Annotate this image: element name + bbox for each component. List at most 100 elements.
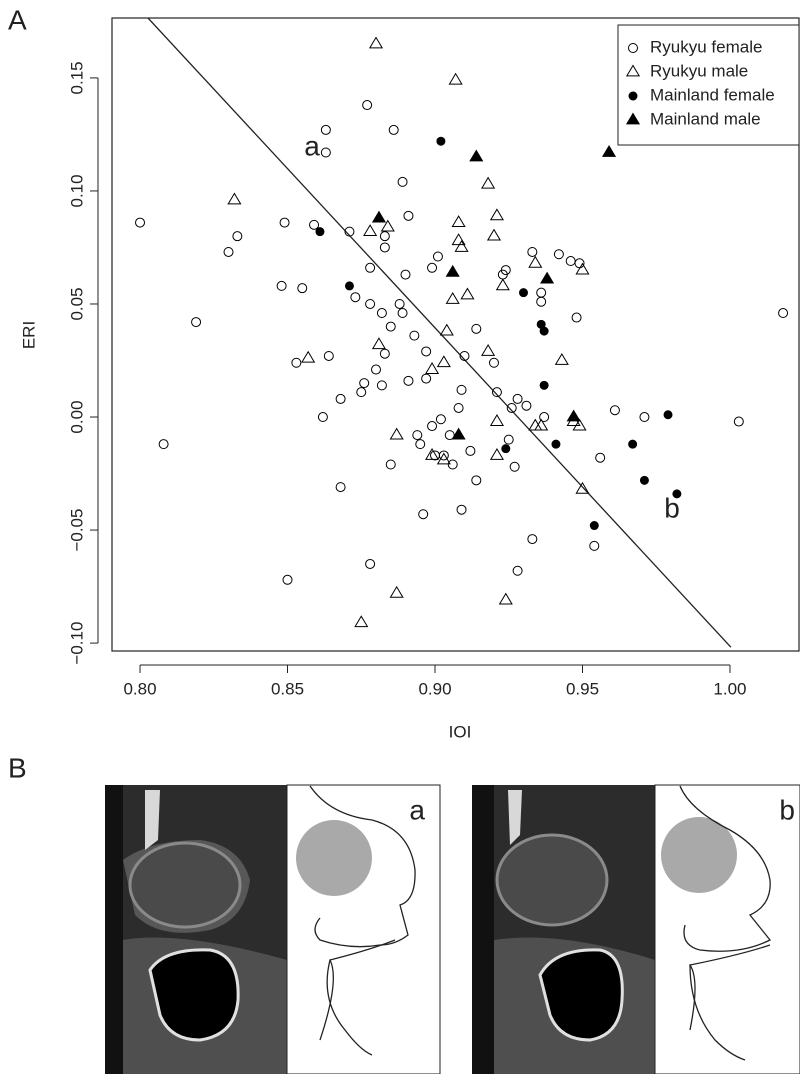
point [389,427,404,440]
point [451,215,466,227]
point [365,558,376,569]
point [481,343,496,356]
point [379,242,390,253]
plot-area [135,18,789,648]
point [371,210,387,223]
legend-marker [625,64,641,77]
point [436,452,451,465]
point [227,192,242,205]
legend-box [617,24,800,146]
point [354,615,369,628]
point [323,350,334,361]
legend-label: Mainland male [650,109,761,128]
point [489,414,504,426]
point [394,298,405,309]
point [427,421,438,432]
x-tick-label: 0.80 [123,679,156,698]
x-tick-label: 0.85 [271,679,304,698]
point [376,380,387,391]
point [488,357,499,368]
point [454,239,469,252]
point [282,574,293,585]
point [539,326,549,336]
image-label: b [779,794,795,825]
y-tick-label: 0.10 [67,174,86,207]
point [506,402,517,413]
point [276,280,287,291]
legend-label: Mainland female [650,85,775,104]
divider-line [147,18,732,648]
legend-label: Ryukyu female [650,37,762,56]
point [447,459,458,470]
point [528,418,543,431]
point [309,219,320,230]
point [371,337,387,350]
point [409,330,420,341]
point [301,350,316,363]
point [471,323,482,334]
point [379,231,390,242]
point [639,412,650,423]
point [389,585,404,598]
point [432,251,443,262]
point [418,509,429,520]
point [601,145,617,157]
point [503,434,514,445]
point [438,450,449,461]
point [491,387,502,398]
annotation: a [304,130,320,161]
x-tick-label: 0.95 [566,679,599,698]
point [436,355,451,368]
point [424,447,440,460]
point [350,292,361,303]
point [320,147,331,158]
point [456,384,467,395]
x-axis-title: IOI [449,722,472,741]
ct-panel-b [472,784,800,1074]
point [412,430,423,441]
point [335,482,346,493]
point [385,321,396,332]
point [315,227,325,237]
panel-label: A [8,4,27,35]
legend-marker [628,43,638,53]
point [445,264,460,277]
point [291,357,302,368]
point [421,373,432,384]
point [512,565,523,576]
legend-marker [625,112,641,125]
point [459,350,470,361]
point [500,265,511,276]
point [439,323,454,336]
point [733,416,744,427]
point [451,233,466,246]
point [232,231,243,242]
point [365,262,376,273]
point [469,149,484,162]
y-tick-label: 0.15 [67,61,86,94]
point [415,439,426,450]
point [551,439,561,449]
ct-panel-a [105,784,441,1074]
point [575,481,590,494]
x-tick-label: 1.00 [713,679,746,698]
point [368,36,384,49]
point [554,353,569,365]
point [518,288,528,298]
point [571,312,582,323]
point [448,72,463,85]
panel-label: B [8,752,27,783]
point [528,255,543,268]
point [400,269,411,280]
point [385,459,396,470]
point [365,298,376,309]
point [456,504,467,515]
point [489,208,504,221]
legend-label: Ryukyu male [650,61,748,80]
point [481,176,496,189]
point [495,278,510,291]
point [589,540,600,551]
point [397,176,408,187]
point [359,378,370,389]
y-tick-label: 0.00 [67,400,86,433]
